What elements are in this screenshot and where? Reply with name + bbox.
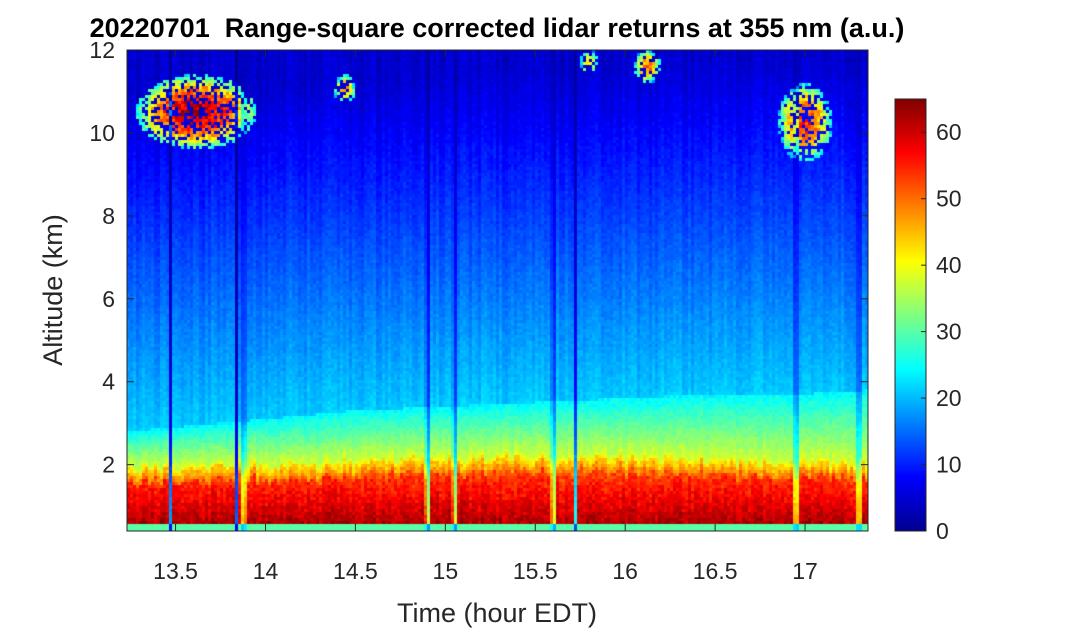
colorbar-tick-label: 0 — [936, 518, 949, 544]
y-tick-label: 2 — [102, 452, 115, 478]
colorbar-tick-label: 10 — [936, 452, 962, 478]
x-tick-label: 14.5 — [333, 558, 378, 584]
y-tick-label: 4 — [102, 369, 115, 395]
x-tick-label: 16 — [612, 558, 638, 584]
x-axis-label: Time (hour EDT) — [397, 598, 597, 628]
colorbar-axis: 0 10 20 30 40 50 60 — [921, 119, 962, 544]
x-tick-label: 15.5 — [513, 558, 558, 584]
y-tick-label: 12 — [89, 37, 115, 63]
y-axis: 2 4 6 8 10 12 — [89, 37, 868, 478]
plot-area — [127, 50, 868, 531]
y-tick-label: 8 — [102, 203, 115, 229]
colorbar-tick-label: 40 — [936, 252, 962, 278]
colorbar-tick-label: 50 — [936, 186, 962, 212]
y-tick-label: 6 — [102, 286, 115, 312]
y-axis-label: Altitude (km) — [38, 214, 68, 366]
plot-frame — [126, 49, 869, 532]
heatmap-image — [127, 50, 868, 531]
colorbar — [894, 98, 927, 532]
colorbar-tick-label: 20 — [936, 385, 962, 411]
x-tick-label: 16.5 — [693, 558, 738, 584]
chart-title: 20220701 Range-square corrected lidar re… — [90, 13, 905, 43]
colorbar-tick-label: 30 — [936, 319, 962, 345]
heatmap-raster — [127, 50, 868, 531]
x-tick-label: 14 — [253, 558, 279, 584]
x-tick-label: 17 — [792, 558, 818, 584]
x-axis: 13.5 14 14.5 15 15.5 16 16.5 17 — [153, 50, 818, 584]
y-tick-label: 10 — [89, 120, 115, 146]
x-tick-label: 13.5 — [153, 558, 198, 584]
colorbar-tick-label: 60 — [936, 119, 962, 145]
x-tick-label: 15 — [433, 558, 459, 584]
